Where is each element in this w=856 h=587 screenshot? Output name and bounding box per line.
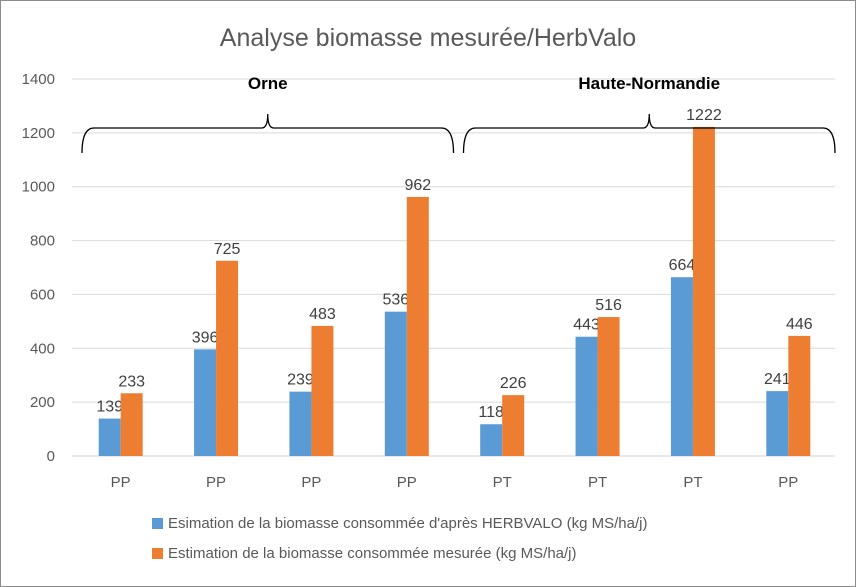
group-label: Orne [248,74,288,93]
y-tick-label: 600 [30,286,55,303]
y-tick-label: 1200 [22,125,55,142]
group-brace [462,113,836,154]
bar-series-2 [788,335,811,456]
x-category-label: PT [588,474,607,491]
data-label: 139 [96,399,123,416]
data-label: 962 [404,177,431,194]
group-label: Haute-Normandie [578,74,720,93]
y-tick-label: 400 [30,340,55,357]
y-tick-label: 1400 [22,71,55,88]
data-label: 226 [500,375,527,392]
bars: 139 233 396 725 239 483 536 962 118 226 443 516 664 1… [96,107,813,456]
bar-series-2 [502,395,525,456]
legend-swatch [152,548,163,559]
y-tick-label: 0 [47,448,55,465]
x-category-label: PP [301,474,321,491]
data-label: 446 [786,316,813,333]
bar-series-1 [766,391,789,456]
data-label: 516 [595,297,622,314]
y-axis-ticks: 0 200 400 600 800 1000 1200 1400 [22,71,55,465]
x-category-label: PP [111,474,131,491]
bar-series-2 [120,393,143,456]
data-label: 241 [764,371,791,388]
data-label: 536 [382,292,409,309]
x-category-label: PP [778,474,798,491]
x-category-label: PT [683,474,702,491]
group-brace [81,113,455,154]
gridlines [72,78,835,457]
bar-series-1 [194,349,217,456]
y-tick-label: 1000 [22,179,55,196]
x-category-label: PP [206,474,226,491]
legend-label: Estimation de la biomasse consommée mesu… [168,545,577,562]
data-label: 396 [192,329,219,346]
bar-series-2 [597,317,620,456]
bar-series-1 [98,418,121,456]
legend-swatch [152,518,163,529]
bar-series-2 [216,260,239,456]
chart-title: Analyse biomasse mesurée/HerbValo [220,24,636,52]
x-category-label: PP [397,474,417,491]
group-braces: Orne Haute-Normandie [81,74,836,154]
bar-series-1 [670,277,693,456]
data-label: 233 [118,373,145,390]
data-label: 443 [573,317,600,334]
data-label: 239 [287,372,314,389]
x-category-label: PT [493,474,512,491]
bar-series-1 [384,311,407,456]
legend-label: Esimation de la biomasse consommée d'apr… [168,515,647,532]
x-axis-categories: PP PP PP PP PT PT PT PP [111,474,799,491]
bar-series-2 [406,196,429,456]
bar-series-1 [575,336,598,456]
bar-series-2 [311,325,334,456]
data-label: 483 [309,306,336,323]
data-label: 1222 [686,107,722,124]
bar-series-1 [289,391,312,456]
bar-series-1 [480,424,503,456]
data-label: 725 [214,241,241,258]
y-tick-label: 200 [30,394,55,411]
data-label: 664 [669,257,696,274]
data-label: 118 [478,404,504,421]
legend: Esimation de la biomasse consommée d'apr… [152,515,647,562]
bar-series-2 [692,126,715,456]
y-tick-label: 800 [30,233,55,250]
